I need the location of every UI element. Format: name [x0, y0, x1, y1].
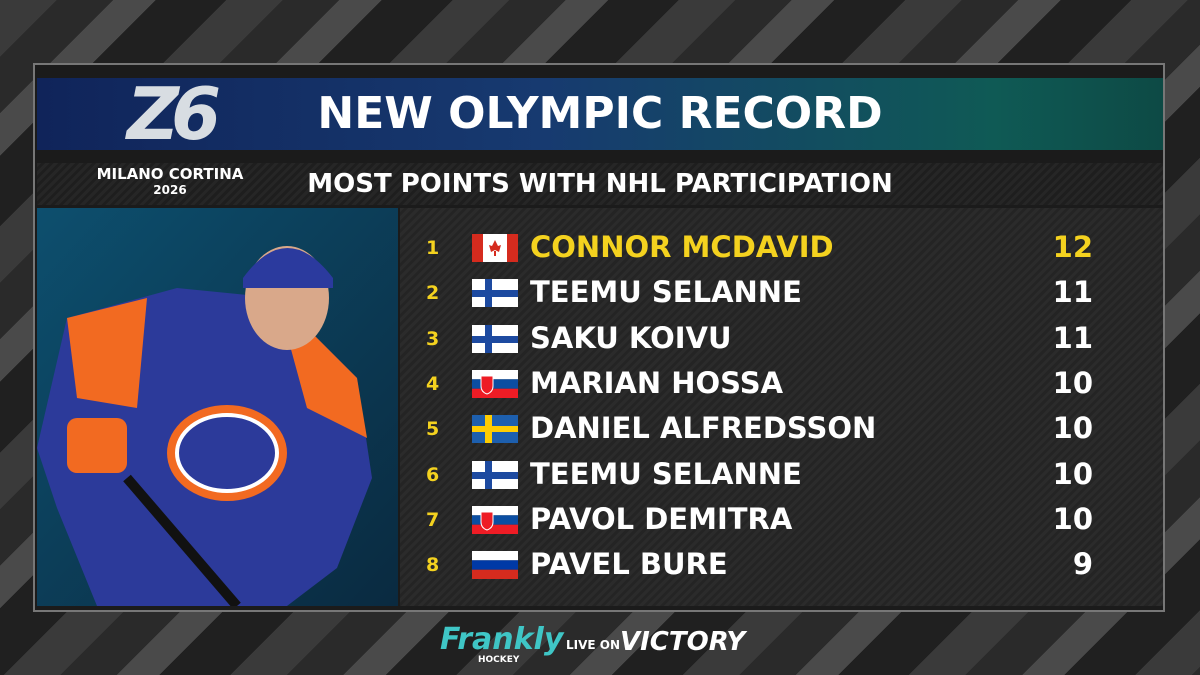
flag-icon: [472, 279, 518, 308]
flag-icon: [472, 505, 518, 534]
table-row: 3 SAKU KOIVU 11: [400, 317, 1163, 361]
table-row: 7 PAVOL DEMITRA 10: [400, 498, 1163, 542]
brand: Frankly: [440, 622, 564, 657]
table-panel: [400, 208, 1163, 606]
table-row: 8 PAVEL BURE 9: [400, 543, 1163, 587]
points: 11: [1052, 275, 1093, 310]
logo-mark: Z6: [126, 72, 221, 156]
brand-sub: HOCKEY: [478, 655, 520, 665]
flag: [472, 505, 518, 538]
flag: [472, 551, 518, 583]
flag: [472, 279, 518, 311]
points: 11: [1052, 320, 1093, 355]
points: 12: [1052, 230, 1093, 264]
flag: [472, 324, 518, 357]
flag-icon: [472, 234, 518, 262]
player-name: PAVOL DEMITRA: [530, 501, 793, 536]
subtitle-bar: [37, 163, 1163, 205]
table-row: 1 CONNOR MCDAVID 12: [400, 226, 1163, 270]
table-row: 2 TEEMU SELANNE 11: [400, 271, 1163, 315]
flag-icon: [472, 324, 518, 353]
player-name: DANIEL ALFREDSSON: [530, 411, 877, 446]
logo-year: 2026: [153, 183, 187, 197]
logo-name: MILANO CORTINA: [96, 165, 244, 183]
stick: [123, 474, 241, 606]
sleeve: [67, 298, 147, 408]
title: NEW OLYMPIC RECORD: [317, 88, 883, 139]
points: 10: [1052, 411, 1093, 446]
helmet: [243, 248, 333, 288]
player-name: TEEMU SELANNE: [530, 275, 802, 310]
points: 10: [1052, 365, 1093, 400]
rank: 7: [426, 508, 440, 531]
flag-icon: [472, 415, 518, 444]
rank: 4: [426, 372, 440, 395]
rank: 2: [426, 282, 440, 305]
subtitle: MOST POINTS WITH NHL PARTICIPATION: [307, 169, 893, 199]
player-name: MARIAN HOSSA: [530, 365, 784, 400]
rank: 5: [426, 418, 440, 441]
rank: 3: [426, 327, 440, 350]
flag-icon: [472, 460, 518, 489]
glove: [67, 418, 127, 473]
flag-icon: [472, 369, 518, 398]
player-name: SAKU KOIVU: [530, 320, 732, 355]
flag: [472, 415, 518, 447]
flag: [472, 460, 518, 493]
flag: [472, 369, 518, 402]
player-name: CONNOR MCDAVID: [530, 230, 834, 264]
points: 9: [1072, 547, 1093, 582]
points: 10: [1052, 501, 1093, 536]
rank: 8: [426, 554, 440, 577]
flag: [472, 234, 518, 266]
crest-inner: [175, 413, 279, 493]
flag-icon: [472, 551, 518, 580]
table-row: 4 MARIAN HOSSA 10: [400, 362, 1163, 406]
live-on: LIVE ON: [566, 638, 621, 652]
player-name: TEEMU SELANNE: [530, 456, 802, 491]
rank: 1: [426, 237, 440, 259]
player-photo: [37, 208, 398, 606]
header-bar: [37, 78, 1163, 150]
player-name: PAVEL BURE: [530, 547, 728, 582]
points: 10: [1052, 456, 1093, 491]
network: VICTORY: [620, 627, 746, 657]
table-row: 6 TEEMU SELANNE 10: [400, 453, 1163, 497]
rank: 6: [426, 463, 440, 486]
table-row: 5 DANIEL ALFREDSSON 10: [400, 407, 1163, 451]
